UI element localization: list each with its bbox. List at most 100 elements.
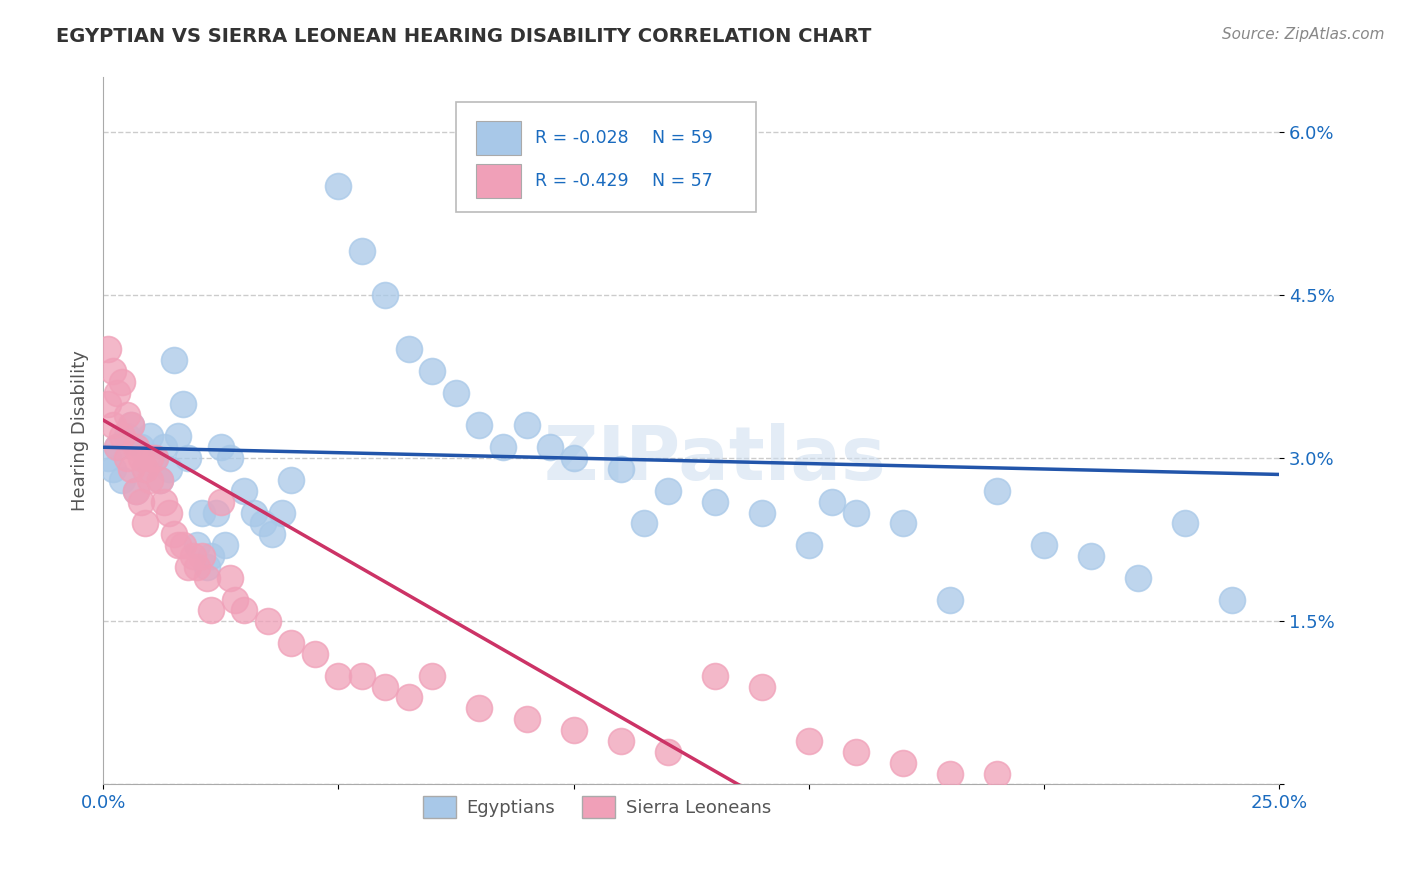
Text: R = -0.429: R = -0.429 [534, 171, 628, 190]
Point [191, 506, 214, 520]
Point [821, 494, 844, 508]
Point [328, 179, 350, 194]
Point [97, 451, 120, 466]
Point [111, 429, 134, 443]
Point [101, 462, 124, 476]
Point [374, 680, 396, 694]
Text: N = 57: N = 57 [652, 171, 713, 190]
Point [115, 408, 138, 422]
Point [270, 506, 292, 520]
Point [256, 614, 278, 628]
Point [134, 462, 156, 476]
Point [191, 549, 214, 563]
Point [129, 494, 152, 508]
Point [468, 418, 491, 433]
Point [200, 603, 222, 617]
Point [845, 745, 868, 759]
Point [143, 451, 166, 466]
Point [120, 418, 142, 433]
Point [125, 440, 148, 454]
Point [374, 288, 396, 302]
Point [280, 636, 302, 650]
Y-axis label: Hearing Disability: Hearing Disability [72, 351, 89, 511]
Point [148, 473, 170, 487]
Point [609, 462, 631, 476]
Point [111, 473, 134, 487]
Point [181, 549, 204, 563]
Point [751, 506, 773, 520]
Point [1033, 538, 1056, 552]
Point [219, 571, 242, 585]
Point [304, 647, 326, 661]
Point [163, 353, 186, 368]
Point [186, 560, 208, 574]
Text: ZIPatlas: ZIPatlas [543, 423, 886, 496]
Point [1220, 592, 1243, 607]
Point [986, 483, 1008, 498]
Point [115, 451, 138, 466]
Point [97, 397, 120, 411]
Point [350, 244, 373, 259]
Point [177, 451, 200, 466]
Point [101, 418, 124, 433]
Point [398, 690, 420, 705]
Point [633, 516, 655, 531]
Point [233, 483, 256, 498]
Point [134, 516, 156, 531]
Point [219, 451, 242, 466]
Point [214, 538, 236, 552]
Point [167, 538, 190, 552]
Point [538, 440, 561, 454]
Point [157, 462, 180, 476]
FancyBboxPatch shape [456, 103, 756, 211]
Point [1126, 571, 1149, 585]
Point [105, 440, 128, 454]
Point [845, 506, 868, 520]
Point [139, 473, 162, 487]
Point [350, 668, 373, 682]
Point [751, 680, 773, 694]
Point [703, 494, 725, 508]
Point [986, 766, 1008, 780]
Point [148, 473, 170, 487]
Point [233, 603, 256, 617]
Point [163, 527, 186, 541]
Point [205, 506, 228, 520]
Point [562, 723, 585, 737]
Point [562, 451, 585, 466]
Point [105, 440, 128, 454]
Point [515, 712, 537, 726]
Point [398, 343, 420, 357]
Point [195, 571, 218, 585]
Point [515, 418, 537, 433]
Point [492, 440, 515, 454]
Point [609, 734, 631, 748]
FancyBboxPatch shape [477, 164, 520, 198]
Point [328, 668, 350, 682]
Point [280, 473, 302, 487]
Point [172, 397, 194, 411]
Point [891, 756, 914, 770]
Text: Source: ZipAtlas.com: Source: ZipAtlas.com [1222, 27, 1385, 42]
Point [172, 538, 194, 552]
Point [157, 506, 180, 520]
Text: R = -0.028: R = -0.028 [534, 129, 628, 147]
Point [195, 560, 218, 574]
Point [1080, 549, 1102, 563]
Point [1174, 516, 1197, 531]
Point [468, 701, 491, 715]
Point [657, 745, 679, 759]
Legend: Egyptians, Sierra Leoneans: Egyptians, Sierra Leoneans [416, 789, 778, 825]
Point [262, 527, 284, 541]
FancyBboxPatch shape [477, 121, 520, 155]
Point [209, 494, 232, 508]
Point [444, 385, 467, 400]
Point [422, 668, 444, 682]
Point [139, 429, 162, 443]
Point [120, 462, 142, 476]
Point [139, 451, 162, 466]
Point [797, 734, 820, 748]
Point [209, 440, 232, 454]
Point [134, 462, 156, 476]
Point [129, 451, 152, 466]
